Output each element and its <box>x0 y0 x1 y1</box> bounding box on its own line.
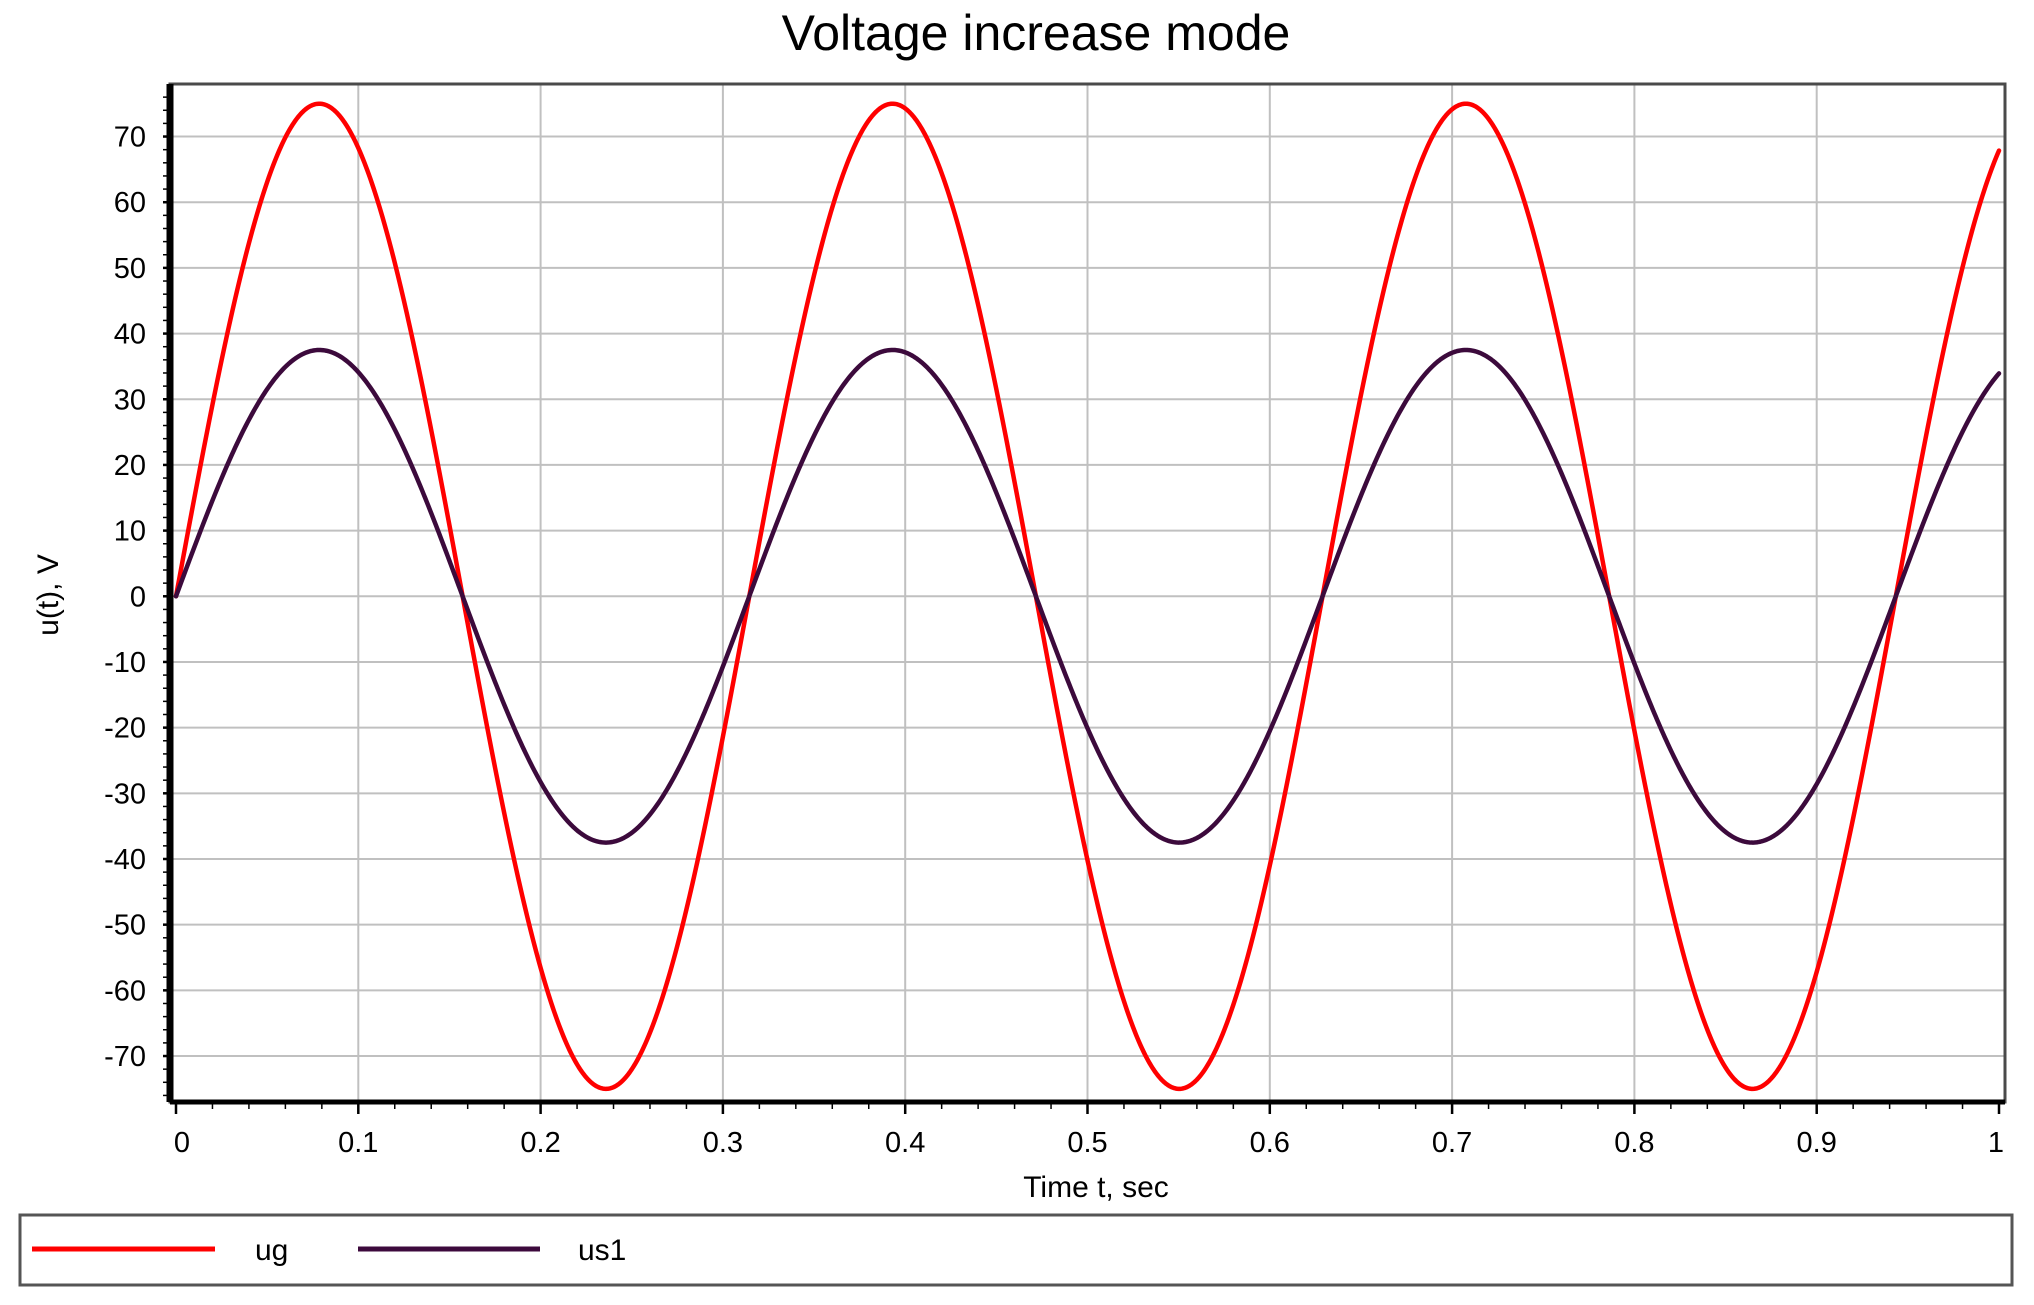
y-axis-label: u(t), V <box>32 554 65 636</box>
y-tick-label: 50 <box>114 253 146 285</box>
y-tick-label: -20 <box>104 713 146 745</box>
x-tick-label: 0.6 <box>1250 1127 1290 1159</box>
y-tick-label: 30 <box>114 384 146 416</box>
y-tick-label: 20 <box>114 450 146 482</box>
series-layer <box>173 101 2002 1092</box>
x-tick-label: 0.1 <box>338 1127 378 1159</box>
x-tick-label: 0.8 <box>1614 1127 1654 1159</box>
y-tick-label: 0 <box>130 581 146 613</box>
y-tick-label: -40 <box>104 844 146 876</box>
y-tick-label: 60 <box>114 187 146 219</box>
x-tick-label: 0.5 <box>1067 1127 1107 1159</box>
chart-title: Voltage increase mode <box>782 5 1291 61</box>
x-tick-label: 0 <box>174 1127 190 1159</box>
y-tick-label: -50 <box>104 910 146 942</box>
x-tick-label: 1 <box>1988 1127 2004 1159</box>
y-tick-label: -60 <box>104 975 146 1007</box>
x-tick-label: 0.3 <box>703 1127 743 1159</box>
x-axis-label: Time t, sec <box>1023 1171 1169 1204</box>
legend-label-us1: us1 <box>578 1234 626 1267</box>
x-tick-label: 0.4 <box>885 1127 925 1159</box>
y-tick-label: -30 <box>104 778 146 810</box>
series-line-ug <box>173 101 2002 1092</box>
y-tick-label: 40 <box>114 319 146 351</box>
x-tick-label: 0.9 <box>1797 1127 1837 1159</box>
y-tick-label: 70 <box>114 122 146 154</box>
x-tick-label: 0.2 <box>520 1127 560 1159</box>
y-tick-label: -70 <box>104 1041 146 1073</box>
y-tick-label: -10 <box>104 647 146 679</box>
x-tick-labels: 0 0.1 0.2 0.3 0.4 0.5 0.6 0.7 0.8 0.9 1 <box>174 1127 2004 1159</box>
y-tick-labels: 70 60 50 40 30 20 10 0 -10 -20 -30 -40 -50 -60 -70 <box>104 122 146 1073</box>
legend-label-ug: ug <box>255 1234 288 1267</box>
x-tick-label: 0.7 <box>1432 1127 1472 1159</box>
series-line-us1 <box>173 347 2002 845</box>
legend <box>18 1213 2014 1287</box>
grid <box>170 84 2005 1102</box>
y-tick-label: 10 <box>114 516 146 548</box>
